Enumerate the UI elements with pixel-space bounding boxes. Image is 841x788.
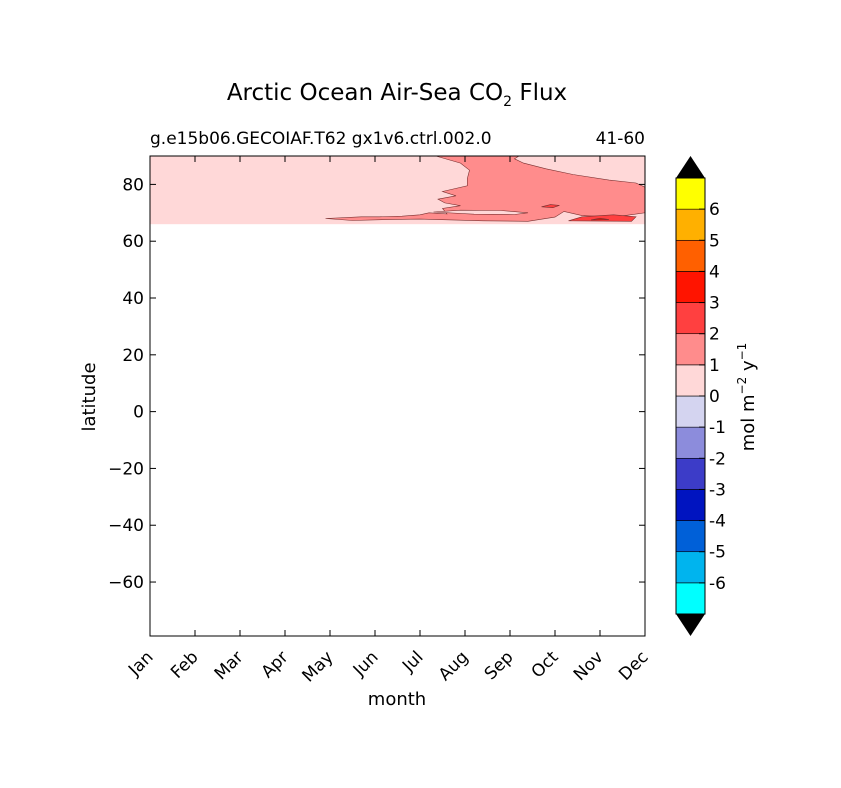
x-tick-label: Oct xyxy=(528,647,563,682)
x-tick-label: Feb xyxy=(167,647,202,682)
colorbar-segment xyxy=(675,520,706,553)
x-tick-label: Jul xyxy=(398,647,427,676)
colorbar-tick-label: 6 xyxy=(709,200,720,220)
x-tick-label: May xyxy=(299,647,338,686)
y-tick-label: −60 xyxy=(108,573,144,593)
colorbar-extend-min xyxy=(676,614,705,636)
colorbar-segment xyxy=(675,208,706,241)
contour-hole-0-1 xyxy=(433,209,529,215)
colorbar-segment xyxy=(675,489,706,521)
colorbar-tick-label: 0 xyxy=(709,387,720,407)
colorbar-segment xyxy=(675,302,706,335)
contour-patch-2-3 xyxy=(541,204,560,209)
colorbar-label: mol m−2 y−1 xyxy=(735,343,759,452)
contour-fill xyxy=(150,155,646,225)
colorbar-tick-label: 5 xyxy=(709,231,720,251)
y-tick-label: 0 xyxy=(133,403,144,423)
contour-region-1-2 xyxy=(325,155,646,222)
colorbar-extend-max xyxy=(676,156,705,178)
colorbar-segment xyxy=(675,333,706,366)
x-tick-label: Mar xyxy=(211,647,248,684)
x-tick-label: Dec xyxy=(615,647,652,684)
x-tick-label: Aug xyxy=(435,647,473,685)
y-tick-label: −40 xyxy=(108,516,144,536)
colorbar-tick-label: 3 xyxy=(709,294,720,314)
colorbar-segment xyxy=(675,426,706,459)
chart-title: Arctic Ocean Air-Sea CO2 Flux xyxy=(227,80,567,110)
y-tick-label: 80 xyxy=(122,175,144,195)
y-tick-label: 40 xyxy=(122,289,144,309)
case-name: g.e15b06.GECOIAF.T62 gx1v6.ctrl.002.0 xyxy=(150,129,492,149)
y-tick-label: −20 xyxy=(108,459,144,479)
colorbar-segment xyxy=(675,395,706,428)
x-tick-label: Apr xyxy=(258,647,293,682)
x-tick-label: Nov xyxy=(570,647,608,685)
colorbar-tick-label: 2 xyxy=(709,325,720,345)
y-axis-label: latitude xyxy=(79,362,100,431)
years-label: 41-60 xyxy=(596,129,645,149)
colorbar-segment xyxy=(675,239,706,272)
x-tick-label: Sep xyxy=(481,647,518,684)
y-tick-label: 20 xyxy=(122,346,144,366)
colorbar-tick-label: -3 xyxy=(709,480,726,500)
colorbar-tick-label: -6 xyxy=(709,574,726,594)
plot-background xyxy=(150,156,645,636)
colorbar-tick-label: -1 xyxy=(709,418,726,438)
x-axis-label: month xyxy=(368,689,426,710)
colorbar-tick-label: -5 xyxy=(709,543,726,563)
plot-area: Jan Feb Mar Apr May Jun Jul Aug Sep Oct Nov Dec 80 6… xyxy=(108,155,653,686)
colorbar-segment xyxy=(675,364,706,397)
contour-region-2-3 xyxy=(568,214,637,222)
y-ticks: 80 60 40 20 0 −20 −40 −60 xyxy=(108,175,645,593)
colorbar-segment xyxy=(675,271,706,303)
colorbar-segment xyxy=(675,551,706,584)
plot-frame xyxy=(149,155,646,637)
x-tick-label: Jan xyxy=(124,647,157,680)
colorbar-tick-label: -2 xyxy=(709,449,726,469)
colorbar-segment xyxy=(675,457,706,490)
colorbar-tick-label: 4 xyxy=(709,262,720,282)
y-tick-label: 60 xyxy=(122,232,144,252)
colorbar-segment xyxy=(675,177,706,210)
colorbar-tick-label: 1 xyxy=(709,356,720,376)
colorbar-segment xyxy=(675,582,706,615)
colorbar: -6 -5 -4 -3 -2 -1 0 1 2 3 4 5 6 xyxy=(675,156,726,636)
contour-region-3-4 xyxy=(590,217,610,221)
colorbar-tick-label: -4 xyxy=(709,512,726,532)
x-tick-label: Jun xyxy=(349,647,383,681)
